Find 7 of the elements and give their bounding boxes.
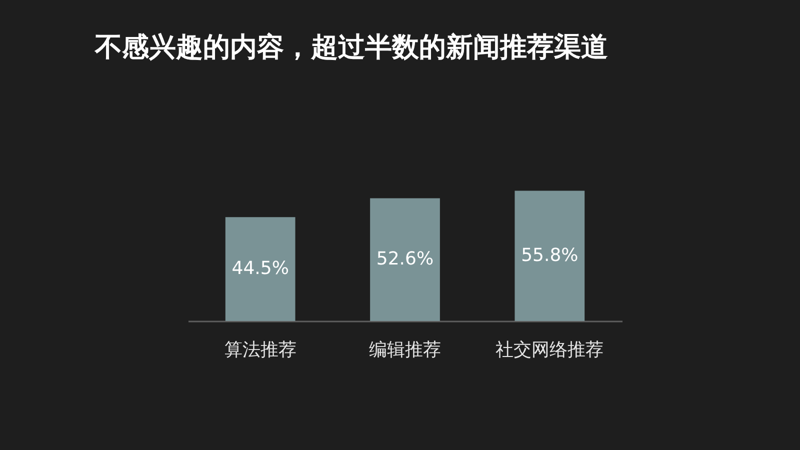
data-label: 44.5% [232,258,289,280]
data-label: 52.6% [376,248,434,270]
chart-title: 不感兴趣的内容，超过半数的新闻推荐渠道 [94,32,608,63]
x-tick-label: 算法推荐 [224,340,296,360]
x-tick-label: 社交网络推荐 [496,340,604,360]
x-tick-label: 编辑推荐 [369,340,441,360]
data-label: 55.8% [521,244,578,266]
